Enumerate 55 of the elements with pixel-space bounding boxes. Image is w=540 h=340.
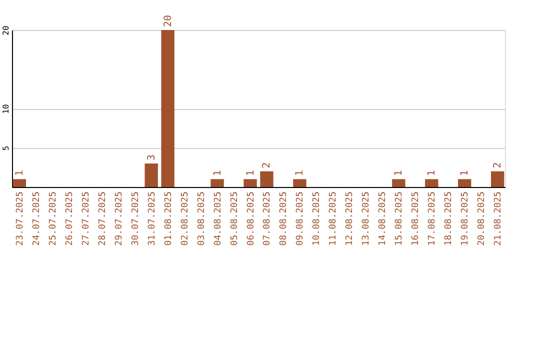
x-tick-label: 13.08.2025: [362, 192, 372, 246]
x-tick-label: 07.08.2025: [262, 192, 273, 246]
x-tick-label: 12.08.2025: [345, 192, 356, 246]
x-tick-label: 11.08.2025: [328, 192, 339, 246]
data-label: 1: [394, 170, 405, 176]
x-tick-label: 26.07.2025: [64, 192, 75, 246]
data-label: 1: [14, 170, 26, 176]
x-tick-label: 01.08.2025: [164, 192, 174, 246]
x-tick-label: 30.07.2025: [130, 192, 141, 246]
x-tick-label: 06.08.2025: [246, 192, 256, 246]
bar: [293, 179, 306, 187]
x-tick-label: 03.08.2025: [196, 192, 207, 246]
x-tick-label: 09.08.2025: [296, 192, 306, 246]
x-tick-label: 28.07.2025: [98, 192, 108, 246]
data-label: 1: [212, 170, 224, 176]
bar: [490, 171, 504, 187]
data-label: 1: [245, 170, 256, 176]
data-label: 2: [262, 162, 273, 168]
x-tick-label: 05.08.2025: [230, 192, 240, 246]
x-tick-label: 18.08.2025: [444, 192, 454, 246]
bar: [458, 179, 472, 187]
bar: [12, 179, 26, 187]
x-tick-label: 15.08.2025: [394, 192, 405, 246]
bar: [210, 179, 224, 187]
x-tick-label: 04.08.2025: [213, 192, 224, 246]
data-label: 1: [294, 170, 306, 176]
x-tick-label: 08.08.2025: [279, 192, 290, 246]
bar: [161, 30, 174, 187]
x-tick-label: 25.07.2025: [48, 192, 58, 246]
y-tick-label: 20: [2, 26, 10, 36]
bar: [392, 179, 406, 187]
x-tick-label: 17.08.2025: [428, 192, 438, 246]
bar: [260, 171, 274, 187]
x-tick-label: 23.07.2025: [15, 192, 26, 246]
x-tick-label: 10.08.2025: [312, 192, 322, 246]
data-label: 20: [162, 14, 174, 27]
x-tick-label: 31.07.2025: [147, 192, 158, 246]
x-tick-label: 24.07.2025: [32, 192, 42, 246]
x-tick-label: 16.08.2025: [411, 192, 422, 246]
bar: [425, 179, 438, 187]
y-tick-label: 10: [2, 104, 10, 114]
x-tick-label: 14.08.2025: [378, 192, 388, 246]
x-tick-label: 02.08.2025: [180, 192, 190, 246]
data-label: 1: [460, 170, 471, 176]
data-label: 1: [426, 170, 438, 176]
x-tick-label: 29.07.2025: [114, 192, 124, 246]
x-tick-label: 19.08.2025: [460, 192, 471, 246]
x-tick-label: 21.08.2025: [494, 192, 504, 246]
data-label: 2: [492, 162, 504, 168]
x-tick-label: 20.08.2025: [477, 192, 488, 246]
data-label: 3: [146, 154, 158, 160]
bar: [244, 179, 257, 187]
bar: [144, 163, 158, 187]
y-tick-label: 5: [2, 146, 10, 151]
x-tick-label: 27.07.2025: [81, 192, 92, 246]
